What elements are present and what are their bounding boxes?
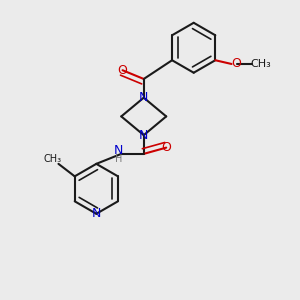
Text: O: O [161,141,171,154]
Text: N: N [92,207,101,220]
Text: N: N [139,129,148,142]
Text: H: H [115,154,122,164]
Text: CH₃: CH₃ [43,154,61,164]
Text: CH₃: CH₃ [250,59,271,69]
Text: N: N [114,144,124,157]
Text: N: N [139,91,148,104]
Text: O: O [232,58,242,70]
Text: O: O [118,64,128,77]
